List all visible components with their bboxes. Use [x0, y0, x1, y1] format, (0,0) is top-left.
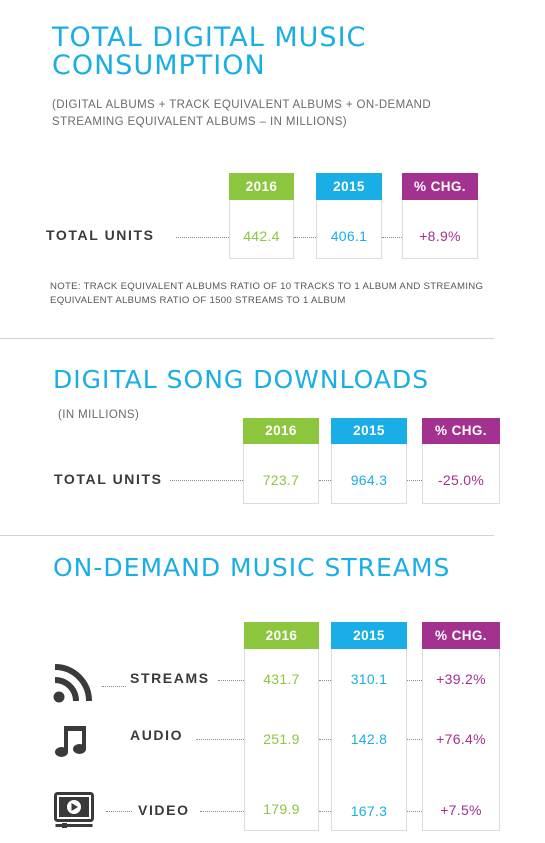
downloads-header-2016: 2016 [243, 418, 319, 444]
downloads-col-2015 [331, 444, 407, 504]
streams-value-2015: 310.1 [350, 671, 388, 687]
section-divider-1 [0, 338, 494, 339]
consumption-note: NOTE: TRACK EQUIVALENT ALBUMS RATIO OF 1… [50, 280, 483, 308]
streams-header-2016: 2016 [244, 622, 319, 649]
consumption-title-line2: CONSUMPTION [52, 50, 266, 82]
consumption-value-2015: 406.1 [330, 228, 368, 244]
consumption-note-line1: NOTE: TRACK EQUIVALENT ALBUMS RATIO OF 1… [50, 281, 484, 292]
downloads-value-2016: 723.7 [262, 472, 300, 488]
streams-header-2015: 2015 [331, 622, 407, 649]
streams-value-2016: 431.7 [263, 671, 300, 687]
consumption-row-label: TOTAL UNITS [46, 227, 155, 243]
downloads-row-leader-gap1 [319, 480, 331, 481]
consumption-value-2016: 442.4 [243, 228, 280, 244]
consumption-col-2016 [229, 200, 294, 259]
streams-header-chg: % CHG. [422, 622, 500, 649]
streams-row-leader-gap2 [407, 680, 422, 681]
streams-col-2016 [244, 649, 319, 831]
video-value-chg: +7.5% [440, 802, 482, 818]
consumption-col-chg [402, 200, 478, 259]
audio-value-chg: +76.4% [436, 731, 486, 747]
downloads-header-2015: 2015 [331, 418, 407, 444]
downloads-col-chg [422, 444, 500, 504]
consumption-row-leader-gap2 [382, 237, 402, 238]
streams-col-2015 [331, 649, 407, 831]
consumption-header-2015: 2015 [316, 173, 382, 200]
video-value-2016: 179.9 [263, 801, 300, 817]
streams-title: ON-DEMAND MUSIC STREAMS [53, 553, 451, 582]
section-divider-2 [0, 535, 494, 536]
consumption-subtitle-line2: STREAMING EQUIVALENT ALBUMS – IN MILLION… [52, 116, 347, 128]
downloads-value-2015: 964.3 [350, 472, 388, 488]
consumption-value-chg: +8.9% [419, 228, 461, 244]
consumption-subtitle-line1: (DIGITAL ALBUMS + TRACK EQUIVALENT ALBUM… [52, 99, 432, 111]
consumption-title: TOTAL DIGITAL MUSIC CONSUMPTION [52, 22, 367, 82]
consumption-row-leader-gap1 [294, 237, 316, 238]
consumption-col-2015 [316, 200, 382, 259]
downloads-subtitle: (IN MILLIONS) [58, 409, 140, 421]
audio-value-2016: 251.9 [263, 731, 300, 747]
consumption-note-line2: EQUIVALENT ALBUMS RATIO OF 1500 STREAMS … [50, 295, 346, 306]
streaming-icon [53, 664, 92, 703]
streams-col-chg [422, 649, 500, 831]
downloads-header-chg: % CHG. [422, 418, 500, 444]
audio-row-label: AUDIO [130, 727, 184, 743]
downloads-value-chg: -25.0% [437, 472, 485, 488]
consumption-subtitle: (DIGITAL ALBUMS + TRACK EQUIVALENT ALBUM… [52, 97, 431, 131]
downloads-col-2016 [243, 444, 319, 504]
audio-row-leader [196, 739, 244, 740]
video-row-leader [200, 811, 244, 812]
music-note-icon [55, 726, 86, 757]
consumption-row-leader [176, 237, 229, 238]
video-row-leader-gap1 [319, 811, 331, 812]
audio-row-leader-gap2 [407, 739, 422, 740]
downloads-title: DIGITAL SONG DOWNLOADS [53, 365, 430, 394]
streams-row-leader-gap1 [319, 680, 331, 681]
audio-value-2015: 142.8 [350, 731, 388, 747]
downloads-row-leader-gap2 [407, 480, 422, 481]
consumption-header-chg: % CHG. [402, 173, 478, 200]
consumption-header-2016: 2016 [229, 173, 294, 200]
downloads-row-leader [170, 480, 243, 481]
streams-row-label: STREAMS [130, 670, 210, 686]
consumption-title-line1: TOTAL DIGITAL MUSIC [52, 22, 367, 53]
video-value-2015: 167.3 [350, 803, 388, 819]
video-player-icon [54, 792, 94, 828]
video-row-label: VIDEO [138, 802, 190, 818]
downloads-row-label: TOTAL UNITS [54, 471, 163, 487]
streams-value-chg: +39.2% [436, 671, 486, 687]
audio-row-leader-gap1 [319, 739, 331, 740]
streams-row-leader [218, 680, 244, 681]
video-row-leader-gap2 [407, 811, 422, 812]
video-row-leader-left [106, 811, 132, 812]
streams-row-leader-left [102, 686, 126, 687]
